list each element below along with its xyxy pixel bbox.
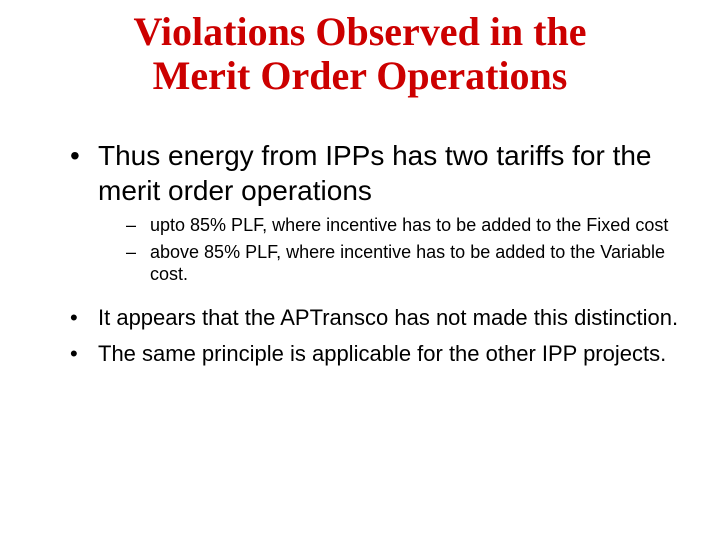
bullet-list: Thus energy from IPPs has two tariffs fo… xyxy=(70,138,680,369)
bullet-text: The same principle is applicable for the… xyxy=(98,341,666,366)
sub-bullet-text: above 85% PLF, where incentive has to be… xyxy=(150,242,665,285)
title-line-2: Merit Order Operations xyxy=(153,53,568,98)
sub-bullet-item: upto 85% PLF, where incentive has to be … xyxy=(126,214,680,237)
bullet-item: It appears that the APTransco has not ma… xyxy=(70,304,680,333)
bullet-item: Thus energy from IPPs has two tariffs fo… xyxy=(70,138,680,286)
slide-title: Violations Observed in the Merit Order O… xyxy=(40,10,680,98)
slide: Violations Observed in the Merit Order O… xyxy=(0,0,720,540)
sub-bullet-list: upto 85% PLF, where incentive has to be … xyxy=(126,214,680,286)
sub-bullet-item: above 85% PLF, where incentive has to be… xyxy=(126,241,680,286)
title-line-1: Violations Observed in the xyxy=(134,9,587,54)
bullet-item: The same principle is applicable for the… xyxy=(70,340,680,369)
bullet-text: It appears that the APTransco has not ma… xyxy=(98,305,678,330)
bullet-text: Thus energy from IPPs has two tariffs fo… xyxy=(98,140,652,206)
sub-bullet-text: upto 85% PLF, where incentive has to be … xyxy=(150,215,668,235)
